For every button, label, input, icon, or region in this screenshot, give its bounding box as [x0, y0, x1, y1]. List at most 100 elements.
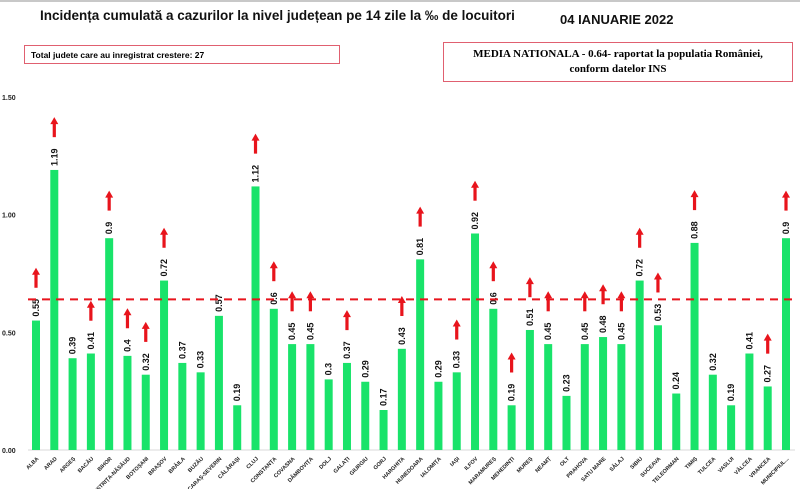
bar-brașov	[160, 280, 169, 450]
x-tick-label: IAȘI	[449, 456, 461, 468]
bar-constanța	[269, 308, 278, 450]
increase-arrow-head-icon	[471, 180, 480, 188]
bar-neamț	[544, 344, 553, 450]
increase-arrow-icon	[400, 302, 404, 317]
data-label: 0.23	[561, 374, 571, 392]
increase-arrow-icon	[272, 267, 276, 282]
increase-arrow-head-icon	[141, 321, 150, 329]
data-label: 0.19	[232, 384, 242, 402]
data-label: 0.51	[525, 308, 535, 326]
x-tick-label: DOLJ	[318, 456, 333, 471]
increase-arrow-head-icon	[525, 277, 534, 285]
increase-arrow-head-icon	[580, 291, 589, 299]
increase-arrow-icon	[784, 196, 788, 211]
bar-călărași	[233, 405, 242, 450]
bar-bihor	[105, 238, 114, 450]
increase-arrow-icon	[583, 297, 587, 312]
increase-arrow-head-icon	[452, 319, 461, 327]
data-label: 0.72	[635, 259, 645, 277]
x-tick-label: OLT	[559, 456, 571, 468]
increase-arrow-head-icon	[123, 308, 132, 316]
bar-timiș	[690, 242, 699, 450]
increase-arrow-head-icon	[342, 310, 351, 318]
increase-arrow-icon	[162, 233, 166, 248]
bar-sălaj	[617, 344, 626, 450]
data-label: 0.81	[415, 238, 425, 256]
increase-count-note: Total judete care au inregistrat crester…	[24, 45, 340, 64]
increase-arrow-icon	[692, 196, 697, 211]
increase-arrow-icon	[253, 139, 258, 154]
data-label: 0.24	[671, 372, 681, 390]
data-label: 0.55	[31, 299, 41, 317]
increase-arrow-head-icon	[251, 133, 260, 141]
increase-arrow-icon	[510, 358, 514, 373]
increase-arrow-icon	[473, 186, 477, 201]
data-label: 0.29	[433, 360, 443, 378]
bar-suceava	[653, 325, 662, 450]
increase-arrow-head-icon	[763, 333, 772, 341]
bar-iași	[452, 372, 461, 450]
increase-arrow-head-icon	[489, 261, 498, 269]
x-tick-label: BUZĂU	[186, 455, 205, 474]
x-tick-label: BRAȘOV	[148, 456, 169, 477]
data-label: 0.41	[744, 332, 754, 350]
x-tick-label: TULCEA	[697, 456, 717, 476]
bar-botoșani	[141, 374, 150, 450]
increase-arrow-icon	[125, 314, 130, 329]
data-label: 0.19	[726, 384, 736, 402]
x-tick-label: SĂLAJ	[608, 455, 626, 473]
bar-maramureș	[489, 308, 498, 450]
data-label: 0.33	[196, 351, 206, 369]
bar-caraș-severin	[214, 315, 223, 450]
bar-harghita	[397, 348, 406, 450]
bar-ialomița	[434, 381, 443, 450]
bar-mehedinți	[507, 405, 516, 450]
data-label: 0.45	[616, 323, 626, 341]
bar-alba	[32, 320, 40, 450]
increase-arrow-icon	[528, 283, 532, 298]
increase-arrow-head-icon	[105, 190, 114, 198]
bar-giurgiu	[361, 381, 370, 450]
increase-arrow-head-icon	[416, 206, 425, 214]
increase-arrow-head-icon	[617, 291, 626, 299]
bar-satu mare	[599, 337, 608, 450]
bar-hunedoara	[416, 259, 425, 450]
bar-teleorman	[672, 393, 681, 450]
increase-arrow-head-icon	[32, 267, 40, 275]
increase-arrow-head-icon	[599, 284, 608, 292]
increase-arrow-icon	[89, 306, 93, 321]
increase-arrow-icon	[345, 316, 349, 331]
increase-arrow-head-icon	[690, 190, 699, 198]
data-label: 0.48	[598, 316, 608, 334]
increase-arrow-icon	[638, 233, 642, 248]
data-label: 0.29	[360, 360, 370, 378]
data-label: 0.9	[781, 222, 791, 235]
x-tick-label: GIURGIU	[349, 456, 370, 477]
bar-mureș	[525, 329, 534, 450]
increase-arrow-head-icon	[635, 227, 644, 235]
bar-cluj	[251, 186, 260, 450]
x-tick-label: BRĂILA	[167, 455, 187, 475]
bar-olt	[562, 395, 571, 450]
data-label: 0.45	[287, 323, 297, 341]
data-label: 0.37	[342, 341, 352, 359]
data-label: 0.57	[214, 294, 224, 312]
y-tick-label: 0.00	[2, 448, 16, 455]
increase-arrow-head-icon	[160, 227, 169, 235]
increase-arrow-head-icon	[507, 352, 516, 360]
increase-arrow-head-icon	[269, 261, 278, 269]
chart-date: 04 IANUARIE 2022	[560, 12, 674, 27]
increase-arrow-icon	[107, 196, 111, 211]
data-label: 0.37	[177, 341, 187, 359]
data-label: 0.72	[159, 259, 169, 277]
increase-arrow-icon	[491, 267, 495, 282]
x-tick-label: SIBIU	[629, 456, 644, 471]
data-label: 1.12	[251, 165, 261, 183]
data-label: 0.17	[379, 388, 389, 406]
x-tick-label: ARAD	[43, 456, 58, 471]
bar-gorj	[379, 409, 388, 450]
x-tick-label: GORJ	[373, 456, 388, 471]
data-label: 0.27	[763, 365, 773, 383]
data-label: 0.32	[708, 353, 718, 371]
increase-arrow-head-icon	[544, 291, 553, 299]
